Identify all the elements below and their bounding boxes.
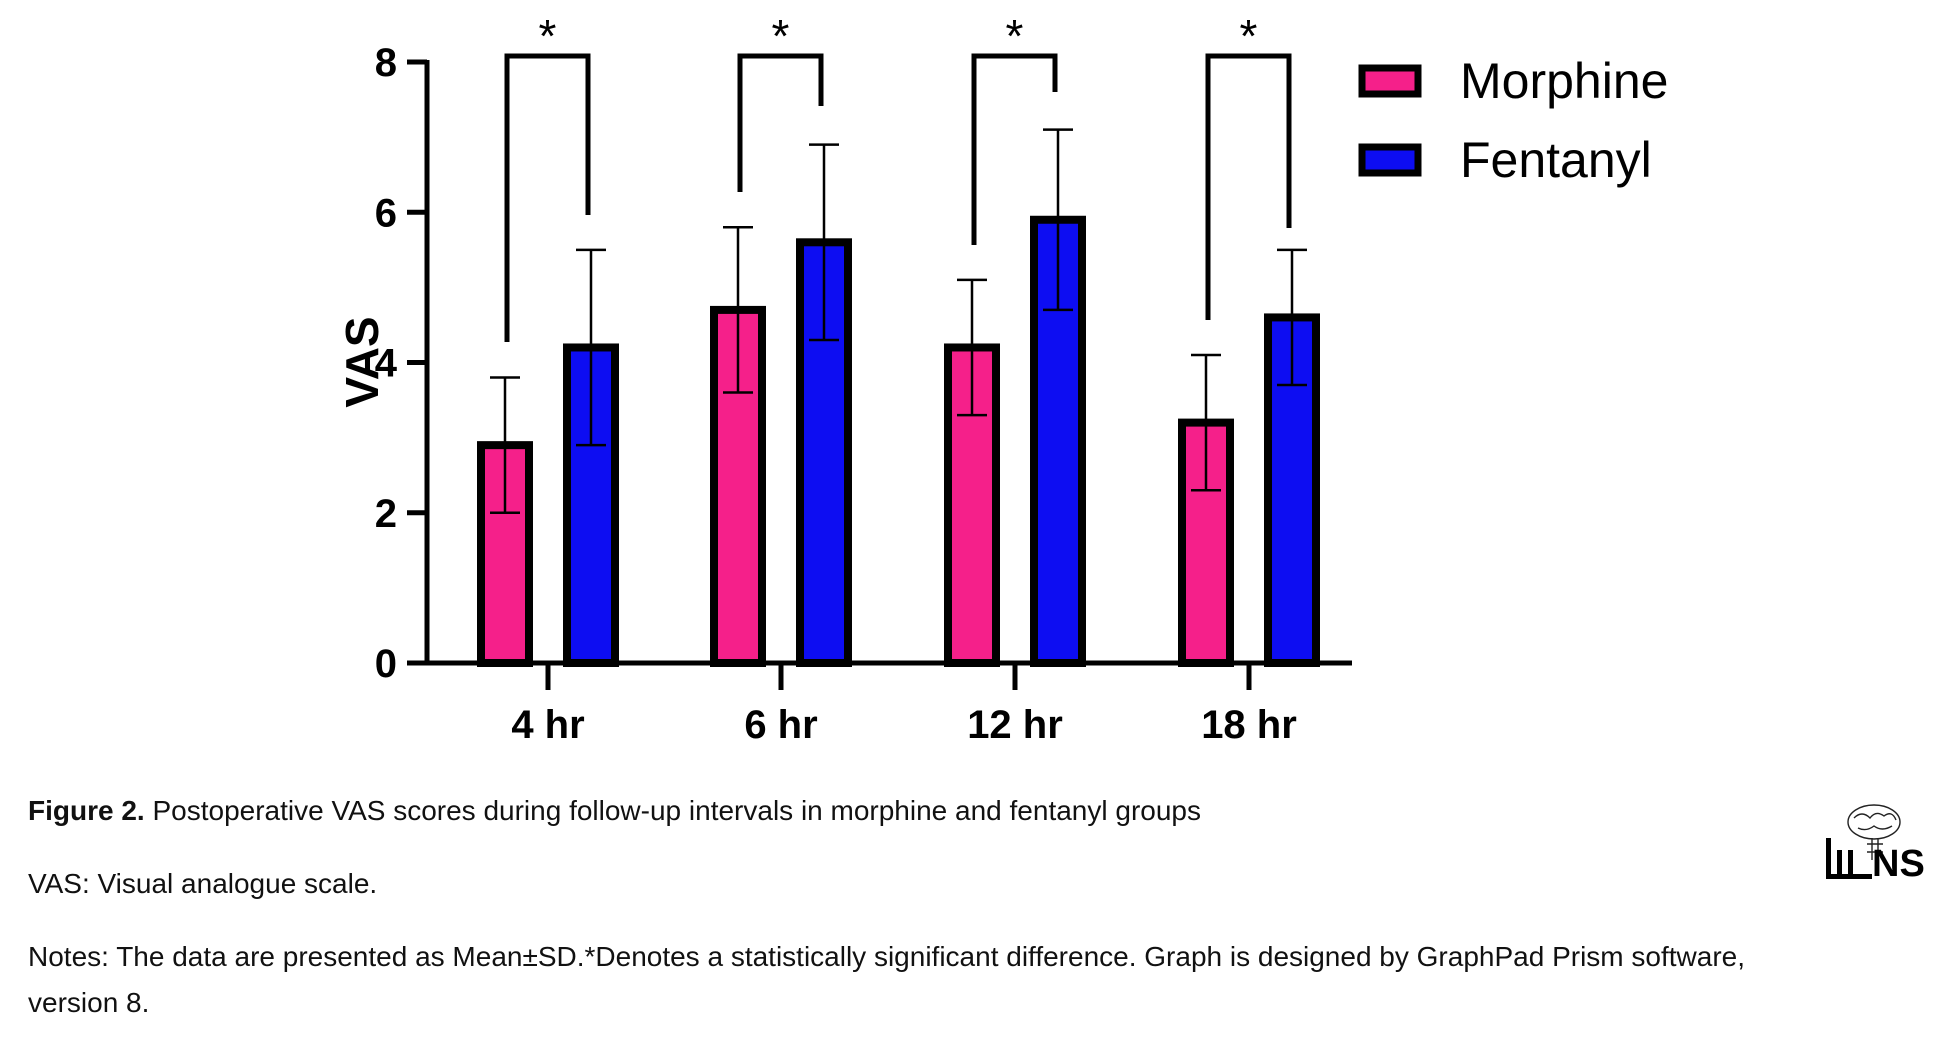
y-tick-label-4: 4	[375, 342, 398, 386]
vas-bar-chart: 0 2 4 6 8 4 hr 6 hr 12 hr 18 hr * * * * VAS Morphin…	[336, 10, 1668, 747]
abbreviation-note: VAS: Visual analogue scale.	[28, 868, 378, 899]
brain-icon	[1847, 804, 1901, 860]
x-tick-label-4hr: 4 hr	[511, 703, 584, 747]
axes-layer: 0 2 4 6 8 4 hr 6 hr 12 hr 18 hr	[375, 41, 1352, 747]
logo-text: NS	[1872, 843, 1925, 884]
x-tick-label-6hr: 6 hr	[744, 703, 817, 747]
y-tick-label-8: 8	[375, 41, 397, 85]
error-bar-fentanyl-12hr	[1043, 128, 1073, 312]
legend-swatch-morphine	[1358, 64, 1422, 98]
y-axis-title: VAS	[336, 316, 388, 407]
significance-star-6hr: *	[772, 10, 790, 62]
significance-bracket-6hr	[737, 53, 824, 192]
x-tick-label-18hr: 18 hr	[1201, 703, 1297, 747]
error-bar-fentanyl-4hr	[576, 248, 606, 447]
error-bars-layer	[490, 128, 1307, 514]
error-bar-morphine-18hr	[1191, 353, 1221, 492]
error-bar-fentanyl-6hr	[809, 143, 839, 342]
significance-bracket-4hr	[504, 53, 591, 342]
y-tick-label-2: 2	[375, 492, 397, 536]
figure-caption: Figure 2. Postoperative VAS scores durin…	[28, 788, 1788, 834]
significance-star-18hr: *	[1240, 10, 1258, 62]
error-bar-fentanyl-18hr	[1277, 248, 1307, 387]
y-tick-label-0: 0	[375, 642, 397, 686]
journal-logo: NS	[1826, 804, 1925, 884]
figure-label: Figure 2.	[28, 795, 145, 826]
figure-caption-text: Postoperative VAS scores during follow-u…	[144, 795, 1201, 826]
legend: Morphine Fentanyl	[1358, 53, 1668, 188]
figure-notes: Notes: The data are presented as Mean±SD…	[28, 941, 1745, 1018]
legend-swatch-fentanyl	[1358, 143, 1422, 177]
legend-label-fentanyl: Fentanyl	[1460, 132, 1652, 188]
significance-bracket-12hr	[971, 53, 1058, 245]
significance-bracket-18hr	[1205, 53, 1292, 320]
y-tick-label-6: 6	[375, 191, 397, 235]
error-bar-morphine-12hr	[957, 278, 987, 417]
error-bar-morphine-4hr	[490, 376, 520, 514]
bars-layer	[477, 215, 1320, 668]
significance-star-4hr: *	[539, 10, 557, 62]
bar-morphine-18hr	[1178, 418, 1234, 667]
x-tick-label-12hr: 12 hr	[967, 703, 1063, 747]
significance-star-12hr: *	[1006, 10, 1024, 62]
legend-label-morphine: Morphine	[1460, 53, 1668, 109]
significance-layer: * * * *	[504, 10, 1292, 342]
logo-mark-icon	[1826, 838, 1872, 879]
error-bar-morphine-6hr	[723, 226, 753, 394]
